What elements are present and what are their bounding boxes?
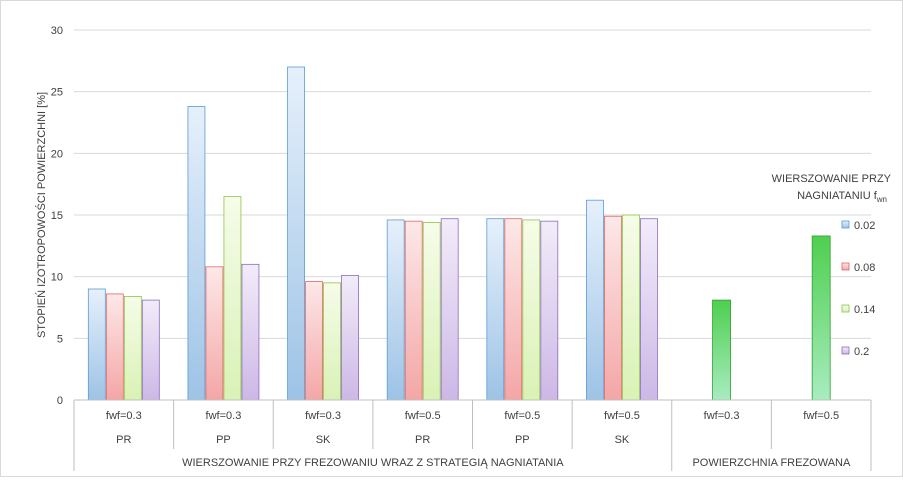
legend-swatch <box>841 346 850 355</box>
bar-group3-series0 <box>386 219 405 401</box>
x-subcategory-label: PR <box>415 434 430 446</box>
bar-group3-series2 <box>422 221 441 401</box>
bar-group2-series3 <box>341 275 359 401</box>
bar-group4-series1 <box>504 218 523 401</box>
legend-swatch <box>841 262 850 271</box>
y-tick-label: 5 <box>57 333 63 345</box>
x-supercategory-label: POWIERZCHNIA FREZOWANA <box>692 457 851 469</box>
y-axis-ticks: 0 5 10 15 20 25 30 <box>51 25 63 407</box>
bar-group4-series3 <box>540 220 559 401</box>
x-category-label: fwf=0.5 <box>803 410 839 422</box>
x-category-label: fwf=0.3 <box>704 410 740 422</box>
bar-group4-series2 <box>522 219 541 401</box>
bar-group3-series3 <box>440 218 459 401</box>
legend-entry-label: 0.08 <box>854 262 875 274</box>
y-tick-label: 0 <box>57 395 63 407</box>
x-subcategory-label: SK <box>615 434 630 446</box>
bar-group5-series0 <box>586 199 604 401</box>
bar-group7-single <box>811 235 831 401</box>
x-subcategory-label: PP <box>515 434 530 446</box>
x-category-label: fwf=0.3 <box>106 410 142 422</box>
y-tick-label: 10 <box>51 272 63 284</box>
x-subcategory-label: SK <box>316 434 331 446</box>
y-tick-label: 30 <box>51 25 63 37</box>
bar-group6-single <box>712 299 731 401</box>
bar-group0-series0 <box>87 288 106 401</box>
x-category-label: fwf=0.3 <box>305 410 341 422</box>
y-tick-label: 25 <box>51 87 63 99</box>
x-supercategory-label: WIERSZOWANIE PRZY FREZOWANIU WRAZ Z STRA… <box>182 457 564 469</box>
legend-entry-label: 0.2 <box>854 346 869 358</box>
y-tick-label: 20 <box>51 148 63 160</box>
y-tick-label: 15 <box>51 210 63 222</box>
bar-group0-series2 <box>123 295 142 401</box>
x-subcategory-label: PR <box>116 434 131 446</box>
bar-group4-series0 <box>486 218 505 401</box>
x-category-label: fwf=0.3 <box>206 410 242 422</box>
legend-title-sub: wn <box>876 195 887 204</box>
y-axis-label: STOPIEŃ IZOTROPOWOŚCI POWIERZCHNI [%] <box>35 92 48 338</box>
legend-title-line1: WIERSZOWANIE PRZY <box>772 173 892 185</box>
legend-title-main: NAGNIATANIU f <box>797 190 878 202</box>
bar-group1-series3 <box>241 263 260 401</box>
bars <box>87 66 831 401</box>
bar-group2-series1 <box>305 281 323 401</box>
bar-group2-series0 <box>287 66 305 401</box>
legend-title-line2: NAGNIATANIU fwn <box>797 190 887 204</box>
bar-group5-series1 <box>604 215 622 401</box>
bar-group0-series3 <box>141 299 160 401</box>
bar-group1-series0 <box>187 106 206 401</box>
bar-group0-series1 <box>105 293 124 401</box>
bar-group3-series1 <box>404 220 423 401</box>
bar-group1-series1 <box>205 266 224 401</box>
x-category-label: fwf=0.5 <box>504 410 540 422</box>
x-category-label: fwf=0.5 <box>604 410 640 422</box>
legend-entry-label: 0.14 <box>854 304 875 316</box>
x-subcategory-label: PP <box>216 434 231 446</box>
legend-swatch <box>841 220 850 229</box>
bar-group2-series2 <box>323 282 341 401</box>
legend: WIERSZOWANIE PRZY NAGNIATANIU fwn 0.02 0.… <box>772 173 892 358</box>
x-category-label: fwf=0.5 <box>405 410 441 422</box>
bar-group1-series2 <box>223 196 242 401</box>
bar-group5-series2 <box>622 214 640 401</box>
legend-swatch <box>841 304 850 313</box>
bar-group5-series3 <box>640 218 658 401</box>
x-axis: fwf=0.3 PR fwf=0.3 PP fwf=0.3 SK fwf=0.5 PR fwf=… <box>73 399 872 471</box>
legend-entry-label: 0.02 <box>854 220 875 232</box>
